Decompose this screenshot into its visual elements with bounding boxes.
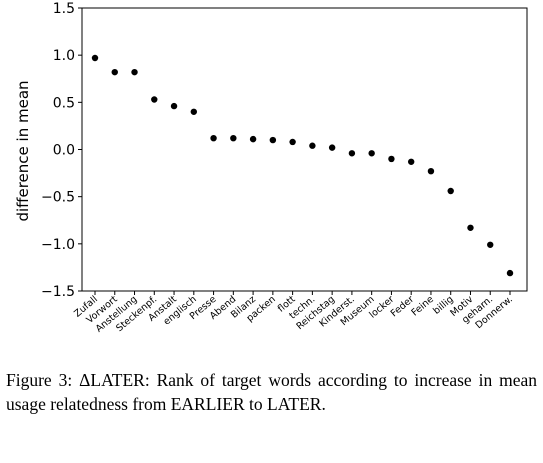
data-point [230,134,237,142]
caption-delta: Δ [79,370,91,390]
data-point [151,96,158,103]
y-tick-label: −1.5 [41,284,75,300]
caption-earlier: EARLIER [170,394,245,414]
data-point [487,241,494,248]
data-point [328,144,336,151]
data-point [447,187,454,195]
plot-area-frame [81,7,528,292]
scatter-chart: difference in mean 1.5 1.0 0.5 0.0 −0.5 −1.0 −… [14,1,528,335]
data-point [190,108,198,115]
data-point [210,134,217,142]
figure-caption: Figure 3: ΔLATER: Rank of target words a… [6,368,537,416]
data-point [269,136,277,144]
data-point [348,150,356,157]
data-point [388,155,395,163]
data-point [427,167,435,175]
data-point [91,54,99,62]
data-point [289,138,296,146]
data-point [170,102,178,110]
y-tick-label: 0.5 [53,95,75,111]
data-point [407,158,415,165]
y-axis-ticks: 1.5 1.0 0.5 0.0 −0.5 −1.0 −1.5 [41,1,82,300]
x-axis-ticks: ZufallVorwortAnstellungSteckenpf.Anstalt… [72,291,515,335]
caption-to: to [244,394,267,414]
data-point [467,224,474,231]
data-point [309,142,316,149]
data-point [368,150,375,157]
data-point [111,68,118,76]
y-tick-label: −1.0 [41,237,75,253]
y-tick-label: 0.0 [53,143,75,159]
y-axis-label: difference in mean [14,80,32,221]
caption-text: : Rank of target words according to incr… [6,370,538,414]
x-tick-label: Feder [389,294,416,320]
data-point [249,135,257,143]
caption-later: LATER [90,370,145,390]
data-points [91,54,514,277]
data-point [506,269,514,277]
caption-label: Figure 3: [6,370,73,390]
data-point [131,68,138,76]
y-tick-label: −0.5 [41,190,75,206]
caption-later-2: LATER [267,394,322,414]
y-tick-label: 1.5 [53,1,75,17]
caption-end: . [321,394,326,414]
x-tick-label: Feine [409,294,436,319]
y-tick-label: 1.0 [53,48,75,64]
